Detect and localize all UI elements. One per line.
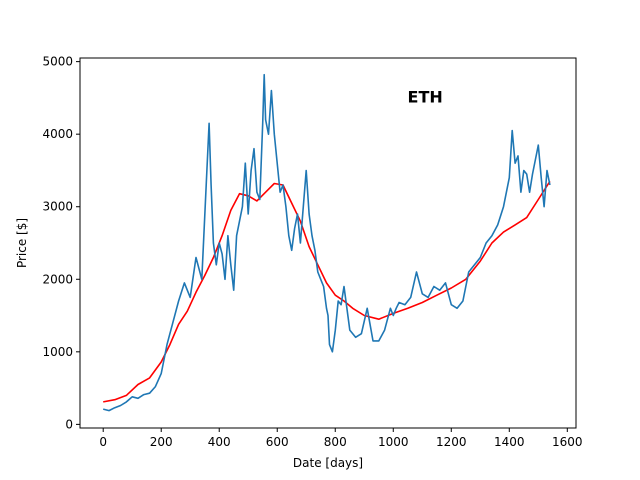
x-tick-label: 1200: [436, 435, 467, 449]
series-line-moving-average: [103, 180, 551, 403]
y-tick-label: 3000: [42, 200, 73, 214]
annotation-eth: ETH: [408, 87, 443, 106]
plot-lines: [102, 73, 551, 412]
x-tick-label: 600: [266, 435, 289, 449]
y-axis-label: Price [$]: [15, 218, 29, 268]
x-tick-label: 1600: [552, 435, 583, 449]
x-tick-label: 400: [208, 435, 231, 449]
y-tick-label: 2000: [42, 272, 73, 286]
y-tick-label: 5000: [42, 55, 73, 69]
x-tick-label: 800: [324, 435, 347, 449]
x-tick-label: 1000: [378, 435, 409, 449]
series-line-price: [102, 73, 551, 412]
y-tick-label: 0: [65, 417, 73, 431]
plot-frame: [79, 57, 577, 429]
x-tick-label: 200: [150, 435, 173, 449]
x-axis: 0 200 400 600 800 1000 1200 1400 1600: [99, 428, 583, 449]
y-axis: 0 1000 2000 3000 4000 5000: [42, 55, 80, 431]
y-tick-label: 1000: [42, 345, 73, 359]
y-tick-label: 4000: [42, 127, 73, 141]
x-tick-label: 0: [99, 435, 107, 449]
x-tick-label: 1400: [494, 435, 525, 449]
x-axis-label: Date [days]: [293, 456, 363, 470]
